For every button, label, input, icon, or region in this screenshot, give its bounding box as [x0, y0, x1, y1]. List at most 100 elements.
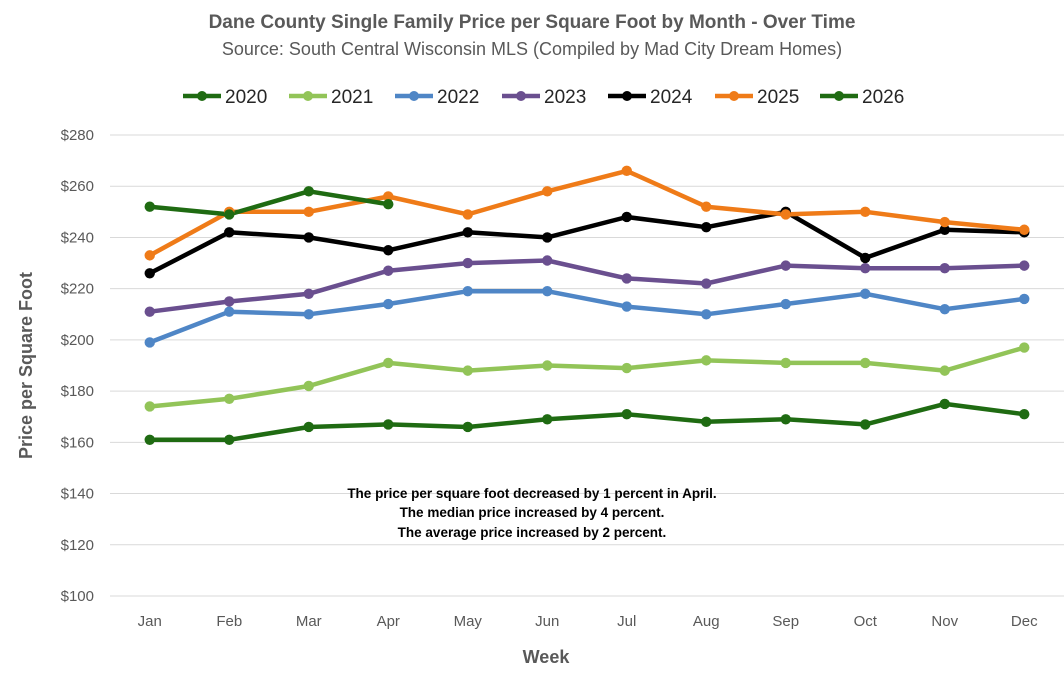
point-2025-Dec [1019, 224, 1030, 235]
annotation-block: The price per square foot decreased by 1… [347, 486, 716, 540]
y-axis-title: Price per Square Foot [16, 272, 36, 459]
legend-swatch-marker [834, 91, 844, 101]
point-2022-Aug [701, 309, 712, 320]
annotation-line-1: The price per square foot decreased by 1… [347, 486, 716, 501]
point-2022-Oct [860, 288, 871, 299]
y-tick-label: $240 [61, 229, 94, 246]
point-2021-Jun [542, 360, 553, 371]
point-2020-Dec [1019, 408, 1030, 420]
x-tick-label: Jul [617, 613, 636, 630]
point-2025-Aug [701, 201, 712, 212]
series-line-2021 [147, 345, 1027, 409]
point-2022-Dec [1019, 293, 1030, 305]
point-2021-Oct [860, 357, 871, 369]
point-2022-Jan [144, 337, 155, 348]
point-2021-Sep [780, 357, 791, 369]
point-2020-Mar [303, 421, 314, 433]
point-2021-Nov [939, 365, 950, 376]
x-axis-title: Week [523, 647, 571, 667]
point-2024-Aug [701, 222, 712, 233]
series-line-2020 [147, 401, 1027, 443]
legend-item-2022: 2022 [395, 87, 479, 108]
point-2020-May [462, 421, 473, 433]
point-2026-Apr [383, 198, 394, 210]
point-2020-Feb [224, 434, 235, 445]
point-2020-Jan [144, 434, 155, 445]
x-tick-label: Mar [296, 613, 322, 630]
series-line-2024 [147, 209, 1027, 276]
y-tick-label: $120 [61, 537, 94, 554]
y-tick-label: $200 [61, 332, 94, 349]
point-2026-Mar [303, 186, 314, 197]
legend-label: 2023 [544, 87, 586, 108]
point-2026-Feb [224, 209, 235, 220]
legend-label: 2025 [757, 87, 799, 108]
point-2021-Jul [621, 362, 632, 374]
legend-label: 2024 [650, 87, 693, 108]
point-2022-Apr [383, 298, 394, 310]
annotation-line-3: The average price increased by 2 percent… [398, 525, 667, 540]
chart-title: Dane County Single Family Price per Squa… [209, 12, 856, 33]
point-2025-Jul [621, 165, 632, 177]
point-2025-Jun [542, 186, 553, 197]
point-2021-Dec [1019, 342, 1030, 353]
series-points [144, 165, 1030, 445]
point-2022-Mar [303, 309, 314, 320]
point-2023-Nov [939, 262, 950, 274]
series-line-2022 [147, 288, 1027, 345]
point-2024-Feb [224, 227, 235, 238]
point-2023-Apr [383, 265, 394, 276]
point-2020-Jul [621, 408, 632, 420]
point-2021-Mar [303, 380, 314, 392]
point-2023-Feb [224, 296, 235, 307]
point-2024-Jul [621, 211, 632, 223]
series-line-2026 [147, 189, 391, 217]
y-tick-label: $260 [61, 178, 94, 195]
annotation-line-2: The median price increased by 4 percent. [400, 505, 665, 520]
point-2023-Jul [621, 273, 632, 284]
point-2025-Oct [860, 206, 871, 218]
x-tick-label: Apr [377, 613, 400, 630]
point-2021-Feb [224, 393, 235, 404]
x-tick-label: Feb [216, 613, 242, 630]
legend-swatch-marker [409, 91, 419, 101]
point-2024-Mar [303, 232, 314, 243]
point-2021-Jan [144, 401, 155, 412]
point-2021-Apr [383, 357, 394, 369]
y-tick-label: $180 [61, 383, 94, 400]
point-2023-Aug [701, 278, 712, 289]
point-2020-Sep [780, 414, 791, 425]
point-2020-Nov [939, 398, 950, 410]
point-2022-May [462, 286, 473, 297]
x-tick-label: Sep [772, 613, 799, 630]
legend-item-2026: 2026 [820, 87, 904, 108]
x-tick-label: May [454, 613, 483, 630]
point-2020-Aug [701, 416, 712, 428]
point-2020-Jun [542, 414, 553, 425]
x-tick-label: Jan [138, 613, 162, 630]
point-2022-Feb [224, 306, 235, 317]
point-2022-Jul [621, 301, 632, 312]
point-2025-Jan [144, 250, 155, 261]
x-tick-label: Jun [535, 613, 559, 630]
point-2021-May [462, 365, 473, 376]
x-tick-label: Nov [931, 613, 958, 630]
point-2022-Nov [939, 303, 950, 315]
point-2024-Oct [860, 252, 871, 264]
point-2023-May [462, 257, 473, 269]
x-tick-label: Aug [693, 613, 720, 630]
y-tick-label: $100 [61, 588, 94, 605]
point-2020-Oct [860, 419, 871, 430]
y-axis-ticks: $100 $120 $140 $160 $180 $200 $220 $240 $260 $280 [61, 127, 94, 605]
point-2024-May [462, 227, 473, 238]
legend-swatch-marker [197, 91, 207, 101]
x-tick-label: Dec [1011, 613, 1038, 630]
chart-subtitle: Source: South Central Wisconsin MLS (Com… [222, 39, 842, 59]
series-lines [147, 168, 1027, 443]
legend-label: 2020 [225, 87, 267, 108]
legend: 2020 2021 2022 2023 2024 2025 2026 [183, 87, 904, 108]
legend-item-2024: 2024 [608, 87, 693, 108]
point-2022-Sep [780, 298, 791, 310]
